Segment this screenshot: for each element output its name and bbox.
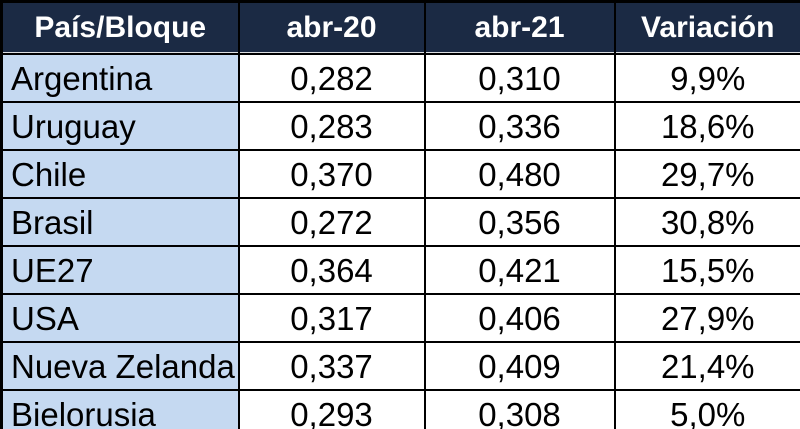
cell-variacion: 29,7% <box>613 149 800 199</box>
row-label: USA <box>0 293 240 343</box>
table-row: Uruguay 0,283 0,336 18,6% <box>0 101 800 151</box>
cell-abr20: 0,293 <box>237 389 426 429</box>
cell-abr20: 0,282 <box>237 53 426 103</box>
cell-abr20: 0,272 <box>237 197 426 247</box>
cell-variacion: 5,0% <box>613 389 800 429</box>
cell-abr21: 0,336 <box>423 101 616 151</box>
table-row: Bielorusia 0,293 0,308 5,0% <box>0 389 800 429</box>
table-row: Chile 0,370 0,480 29,7% <box>0 149 800 199</box>
row-label: Argentina <box>0 53 240 103</box>
cell-variacion: 30,8% <box>613 197 800 247</box>
cell-abr20: 0,364 <box>237 245 426 295</box>
table-row: UE27 0,364 0,421 15,5% <box>0 245 800 295</box>
header-abr-21: abr-21 <box>423 0 616 55</box>
header-row: País/Bloque abr-20 abr-21 Variación <box>0 0 800 55</box>
cell-variacion: 27,9% <box>613 293 800 343</box>
row-label: Chile <box>0 149 240 199</box>
table-row: Nueva Zelanda 0,337 0,409 21,4% <box>0 341 800 391</box>
cell-abr21: 0,409 <box>423 341 616 391</box>
cell-abr21: 0,356 <box>423 197 616 247</box>
table-row: Brasil 0,272 0,356 30,8% <box>0 197 800 247</box>
cell-abr21: 0,480 <box>423 149 616 199</box>
cell-abr20: 0,317 <box>237 293 426 343</box>
cell-abr21: 0,308 <box>423 389 616 429</box>
table-row: USA 0,317 0,406 27,9% <box>0 293 800 343</box>
cell-abr21: 0,406 <box>423 293 616 343</box>
row-label: Nueva Zelanda <box>0 341 240 391</box>
row-label: Brasil <box>0 197 240 247</box>
cell-abr20: 0,370 <box>237 149 426 199</box>
cell-abr21: 0,421 <box>423 245 616 295</box>
row-label: Uruguay <box>0 101 240 151</box>
cell-variacion: 21,4% <box>613 341 800 391</box>
cell-abr20: 0,337 <box>237 341 426 391</box>
row-label: Bielorusia <box>0 389 240 429</box>
cell-variacion: 9,9% <box>613 53 800 103</box>
cell-abr21: 0,310 <box>423 53 616 103</box>
header-variacion: Variación <box>613 0 800 55</box>
header-pais-bloque: País/Bloque <box>0 0 240 55</box>
cell-variacion: 15,5% <box>613 245 800 295</box>
table-row: Argentina 0,282 0,310 9,9% <box>0 53 800 103</box>
cell-variacion: 18,6% <box>613 101 800 151</box>
row-label: UE27 <box>0 245 240 295</box>
cell-abr20: 0,283 <box>237 101 426 151</box>
header-abr-20: abr-20 <box>237 0 426 55</box>
